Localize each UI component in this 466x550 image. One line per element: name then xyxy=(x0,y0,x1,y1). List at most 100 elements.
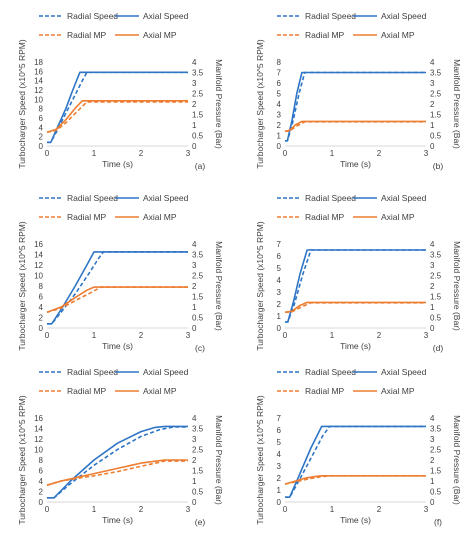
legend-radial-speed-label: Radial Speed xyxy=(305,193,356,203)
y2-tick-label: 0 xyxy=(192,142,197,151)
y-tick-label: 1 xyxy=(277,132,282,141)
y-tick-label: 7 xyxy=(277,69,282,78)
x-tick-label: 2 xyxy=(377,331,382,340)
series-axial-speed-line xyxy=(285,71,426,142)
y2-axis-title: Manifold Pressure (Bar) xyxy=(452,415,462,505)
y2-tick-label: 2.5 xyxy=(192,90,204,99)
y-tick-label: 6 xyxy=(39,293,44,302)
y2-tick-label: 3.5 xyxy=(192,251,204,260)
y2-tick-label: 3 xyxy=(192,79,197,88)
y-axis-title: Turbocharger Speed (x10^5 RPM) xyxy=(255,39,265,169)
y-tick-label: 0 xyxy=(277,324,282,333)
x-tick-label: 2 xyxy=(377,149,382,158)
y-tick-label: 10 xyxy=(34,446,43,455)
series-radial-mp-line xyxy=(284,301,426,314)
y-tick-label: 4 xyxy=(277,450,282,459)
y2-tick-label: 4 xyxy=(430,58,435,67)
series-radial-speed-line xyxy=(285,425,426,499)
y-tick-label: 3 xyxy=(277,111,282,120)
y-tick-label: 2 xyxy=(277,300,282,309)
legend-radial-mp-label: Radial MP xyxy=(67,386,107,396)
y-axis-title: Turbocharger Speed (x10^5 RPM) xyxy=(255,395,265,525)
y-tick-label: 0 xyxy=(39,498,44,507)
series-radial-mp-line xyxy=(46,460,188,486)
y2-tick-label: 3.5 xyxy=(430,425,442,434)
y2-tick-label: 0 xyxy=(192,324,197,333)
x-tick-label: 3 xyxy=(186,331,191,340)
y2-tick-label: 1.5 xyxy=(430,293,442,302)
y2-tick-label: 3 xyxy=(430,79,435,88)
legend-radial-speed-label: Radial Speed xyxy=(305,367,356,377)
y2-tick-label: 1 xyxy=(192,477,197,486)
legend-axial-mp-label: Axial MP xyxy=(381,212,415,222)
y-tick-label: 16 xyxy=(34,414,43,423)
y2-tick-label: 4 xyxy=(192,414,197,423)
y2-axis-title: Manifold Pressure (Bar) xyxy=(214,241,224,331)
legend-axial-mp-label: Axial MP xyxy=(143,30,177,40)
x-tick-label: 3 xyxy=(424,331,429,340)
y-tick-label: 10 xyxy=(34,95,43,104)
y-tick-label: 4 xyxy=(277,100,282,109)
panel-label: (d) xyxy=(433,343,444,353)
y-tick-label: 2 xyxy=(277,121,282,130)
x-tick-label: 3 xyxy=(186,149,191,158)
y2-tick-label: 0 xyxy=(430,142,435,151)
y-tick-label: 0 xyxy=(39,142,44,151)
legend-radial-mp-label: Radial MP xyxy=(305,386,345,396)
y2-tick-label: 1.5 xyxy=(430,467,442,476)
y-tick-label: 0 xyxy=(39,324,44,333)
y2-tick-label: 1.5 xyxy=(192,293,204,302)
y-tick-label: 6 xyxy=(277,426,282,435)
x-tick-label: 2 xyxy=(139,149,144,158)
series-radial-mp-line xyxy=(46,286,188,314)
y-tick-label: 12 xyxy=(34,435,43,444)
chart-panel-c: Radial Speed Axial Speed Radial MP Axial MP… xyxy=(17,193,224,353)
chart-panel-a: Radial Speed Axial Speed Radial MP Axial MP… xyxy=(17,11,224,171)
x-tick-label: 2 xyxy=(377,505,382,514)
y-tick-label: 10 xyxy=(34,272,43,281)
y2-tick-label: 1.5 xyxy=(192,111,204,120)
y2-tick-label: 4 xyxy=(192,58,197,67)
series-axial-mp-line xyxy=(46,100,188,134)
y2-tick-label: 0.5 xyxy=(430,488,442,497)
y-tick-label: 4 xyxy=(277,276,282,285)
y2-tick-label: 0.5 xyxy=(430,314,442,323)
chart-panel-f: Radial Speed Axial Speed Radial MP Axial MP… xyxy=(255,367,462,527)
series-radial-speed-line xyxy=(285,249,426,323)
y-tick-label: 4 xyxy=(39,123,44,132)
legend-radial-speed-label: Radial Speed xyxy=(305,11,356,21)
y2-tick-label: 0.5 xyxy=(192,314,204,323)
panel-label: (b) xyxy=(433,161,444,171)
legend-radial-mp-label: Radial MP xyxy=(67,30,107,40)
series-axial-mp-line xyxy=(284,120,426,133)
y-tick-label: 0 xyxy=(277,498,282,507)
y2-tick-label: 2 xyxy=(192,100,197,109)
legend-axial-mp-label: Axial MP xyxy=(143,386,177,396)
x-tick-label: 1 xyxy=(330,331,335,340)
series-radial-mp-line xyxy=(284,474,426,485)
y2-tick-label: 0.5 xyxy=(192,488,204,497)
y-tick-label: 18 xyxy=(34,58,43,67)
legend-axial-mp-label: Axial MP xyxy=(381,386,415,396)
y2-tick-label: 4 xyxy=(192,240,197,249)
y2-tick-label: 2 xyxy=(430,456,435,465)
y2-tick-label: 0 xyxy=(192,498,197,507)
legend-radial-speed-label: Radial Speed xyxy=(67,193,118,203)
y2-axis-title: Manifold Pressure (Bar) xyxy=(214,59,224,149)
y-tick-label: 6 xyxy=(39,114,44,123)
x-tick-label: 3 xyxy=(186,505,191,514)
y2-tick-label: 2.5 xyxy=(430,272,442,281)
y-tick-label: 2 xyxy=(39,133,44,142)
panel-label: (a) xyxy=(195,161,206,171)
x-axis-title: Time (s) xyxy=(102,341,133,351)
x-tick-label: 2 xyxy=(139,331,144,340)
legend-radial-mp-label: Radial MP xyxy=(305,212,345,222)
y2-tick-label: 3 xyxy=(192,435,197,444)
y2-tick-label: 1 xyxy=(192,121,197,130)
x-tick-label: 3 xyxy=(424,149,429,158)
y-tick-label: 4 xyxy=(39,303,44,312)
y2-tick-label: 2 xyxy=(192,282,197,291)
y-tick-label: 3 xyxy=(277,462,282,471)
series-axial-mp-line xyxy=(46,286,188,314)
x-tick-label: 1 xyxy=(330,505,335,514)
